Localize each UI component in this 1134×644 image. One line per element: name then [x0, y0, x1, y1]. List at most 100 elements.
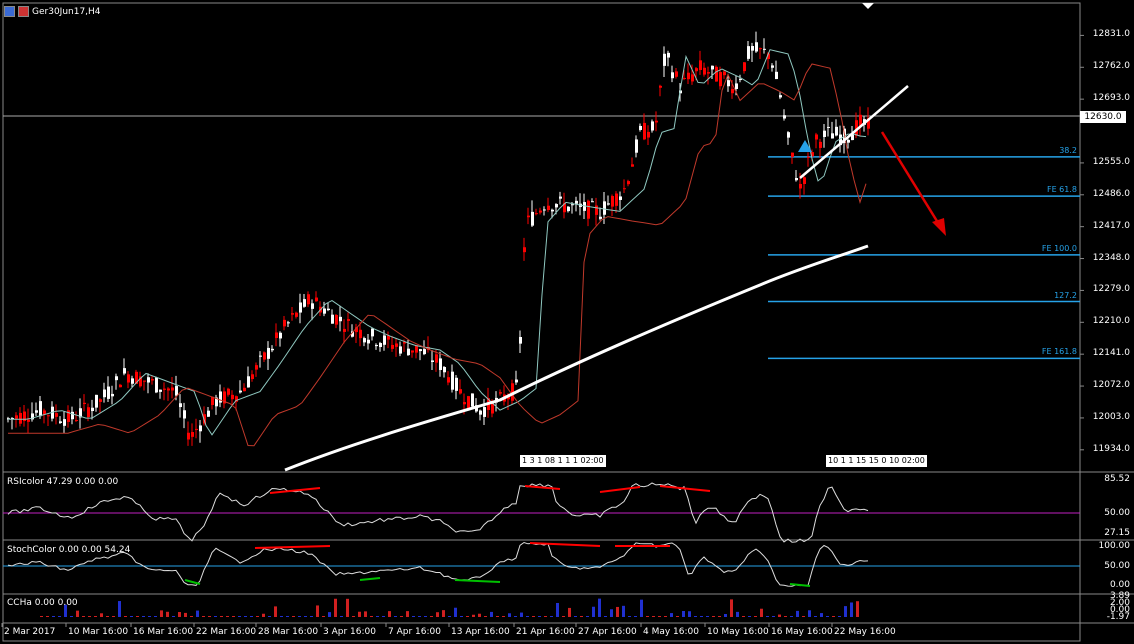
candle-body	[499, 392, 502, 394]
time-tick-label: 16 Mar 16:00	[133, 627, 194, 637]
time-tick-label: 2 Mar 2017	[4, 627, 56, 637]
candle-body	[727, 80, 730, 87]
current-price-tag: 12630.0	[1080, 111, 1126, 123]
candle-body	[399, 346, 402, 354]
ccha-bar	[76, 610, 79, 617]
ccha-bar	[196, 610, 199, 617]
candle-body	[43, 410, 46, 415]
candle-body	[275, 332, 278, 339]
candle-body	[803, 177, 806, 184]
candle-body	[627, 181, 630, 185]
candle-body	[651, 121, 654, 131]
candle-body	[103, 389, 106, 398]
ccha-bar	[712, 616, 715, 617]
candle-body	[219, 391, 222, 403]
ccha-bar	[826, 616, 829, 617]
timeframe-icon[interactable]	[18, 6, 29, 17]
ccha-bar	[370, 616, 373, 617]
candle-body	[771, 65, 774, 68]
candle-body	[27, 419, 30, 422]
ccha-level-2: 2.00	[1109, 598, 1130, 608]
candle-body	[427, 346, 430, 351]
ccha-bar	[736, 611, 739, 617]
candle-body	[631, 164, 634, 167]
shift-marker-icon	[862, 3, 874, 9]
candle-body	[743, 62, 746, 72]
ccha-bar	[646, 616, 649, 617]
candle-body	[643, 122, 646, 140]
symbol-icon[interactable]	[4, 6, 15, 17]
ccha-bar	[562, 616, 565, 617]
ccha-bar	[304, 616, 307, 617]
candle-body	[243, 387, 246, 392]
ccha-bar	[238, 616, 241, 617]
candle-body	[403, 341, 406, 344]
stoch-oversold-segments	[184, 577, 811, 587]
candle-body	[171, 387, 174, 391]
ccha-bar	[850, 602, 853, 617]
candle-body	[483, 407, 486, 417]
ccha-bar	[670, 613, 673, 617]
stoch-line	[7, 541, 869, 587]
ccha-bar	[46, 616, 49, 617]
price-tick-label: 12555.0	[1092, 156, 1130, 167]
ccha-bar	[202, 616, 205, 617]
candle-body	[859, 114, 862, 127]
candle-body	[339, 316, 342, 322]
time-tick-label: 27 Apr 16:00	[578, 627, 637, 637]
ccha-bar	[244, 616, 247, 617]
candle-body	[279, 332, 282, 339]
ccha-bar	[346, 598, 349, 617]
chart-title: Ger30Jun17,H4	[32, 6, 101, 17]
candle-body	[151, 379, 154, 381]
ccha-bar	[508, 613, 511, 617]
ccha-bar	[658, 616, 661, 617]
ccha-bar	[688, 611, 691, 617]
ccha-bar	[172, 616, 175, 617]
candle-body	[671, 72, 674, 79]
candle-body	[535, 213, 538, 215]
candle-body	[687, 72, 690, 80]
up-arrow-marker	[798, 140, 812, 152]
candle-body	[807, 156, 810, 158]
ccha-bar	[130, 616, 133, 617]
candle-body	[159, 389, 162, 392]
ccha-bar	[574, 616, 577, 617]
ccha-bar	[832, 616, 835, 617]
ccha-bar	[520, 612, 523, 617]
candle-body	[411, 350, 414, 353]
ccha-bar	[280, 616, 283, 617]
candle-body	[83, 402, 86, 405]
candle-body	[855, 120, 858, 136]
candle-body	[167, 388, 170, 391]
ccha-bar	[640, 599, 643, 617]
ccha-bar	[310, 616, 313, 617]
ccha-bar	[628, 616, 631, 617]
candle-body	[347, 319, 350, 321]
candle-body	[455, 377, 458, 391]
candle-body	[563, 203, 566, 213]
candle-body	[367, 339, 370, 344]
candle-body	[679, 90, 682, 94]
candle-body	[683, 77, 686, 79]
candle-body	[667, 52, 670, 58]
candle-body	[255, 365, 258, 370]
ccha-bar	[160, 610, 163, 617]
candle-body	[595, 205, 598, 215]
ccha-bar	[166, 611, 169, 617]
candle-body	[531, 211, 534, 226]
ccha-bar	[118, 601, 121, 617]
ccha-bar	[298, 616, 301, 617]
candle-body	[359, 329, 362, 339]
ccha-bar	[124, 616, 127, 617]
candle-body	[107, 386, 110, 399]
candle-body	[831, 133, 834, 139]
candle-body	[775, 71, 778, 80]
candle-body	[511, 383, 514, 401]
ccha-bar	[454, 607, 457, 617]
ccha-bar	[622, 605, 625, 617]
ccha-bar	[466, 616, 469, 617]
candle-body	[491, 400, 494, 414]
candle-body	[39, 401, 42, 417]
